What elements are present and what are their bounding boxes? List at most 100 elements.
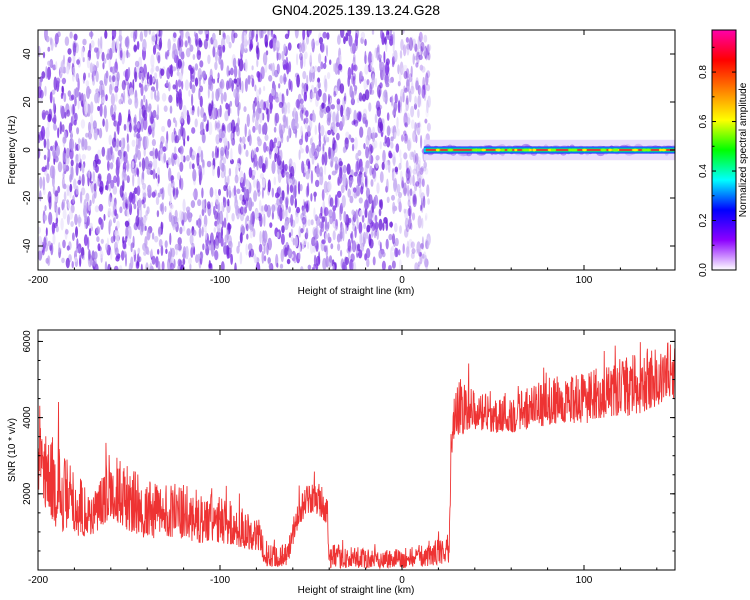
noise-mark <box>99 186 103 193</box>
tone-peak-mark <box>608 148 612 152</box>
noise-mark <box>171 217 175 228</box>
noise-mark <box>41 166 46 173</box>
noise-mark <box>154 235 159 243</box>
noise-mark <box>81 137 86 151</box>
noise-mark <box>90 30 93 40</box>
noise-mark <box>329 197 334 208</box>
noise-mark <box>377 117 383 129</box>
noise-mark <box>313 254 317 267</box>
noise-mark <box>135 215 140 227</box>
noise-mark <box>227 198 230 207</box>
noise-mark <box>189 44 194 52</box>
noise-mark <box>250 213 253 225</box>
noise-mark <box>40 125 46 140</box>
noise-mark <box>43 214 48 221</box>
noise-mark <box>232 57 237 69</box>
noise-mark <box>83 212 88 223</box>
noise-mark <box>288 125 291 139</box>
noise-mark <box>284 247 288 257</box>
noise-mark <box>337 68 340 75</box>
noise-mark <box>60 217 64 231</box>
noise-mark <box>47 255 51 267</box>
noise-mark <box>322 143 325 152</box>
spectrogram-y-tick-label: -20 <box>22 190 33 205</box>
noise-mark <box>197 42 200 57</box>
noise-mark <box>378 208 382 217</box>
noise-mark <box>45 66 48 79</box>
noise-mark <box>265 41 268 48</box>
noise-mark <box>230 119 236 134</box>
noise-mark <box>399 72 402 82</box>
noise-mark <box>203 39 208 50</box>
noise-mark <box>248 197 253 212</box>
noise-mark <box>105 154 109 161</box>
noise-mark <box>280 233 285 245</box>
noise-mark <box>69 183 73 193</box>
colorbar-tick-label: 0.2 <box>698 213 709 227</box>
noise-mark <box>126 160 129 173</box>
noise-mark <box>63 191 67 202</box>
tone-peak-mark <box>552 148 557 152</box>
noise-mark <box>226 188 229 198</box>
noise-mark <box>248 134 252 147</box>
noise-mark <box>336 98 341 105</box>
noise-mark <box>141 69 145 81</box>
noise-mark <box>43 154 47 160</box>
noise-mark <box>96 226 101 235</box>
noise-mark <box>244 58 248 73</box>
noise-mark <box>380 61 385 71</box>
noise-mark <box>391 251 395 262</box>
noise-mark <box>391 95 394 106</box>
noise-mark <box>136 185 141 196</box>
noise-mark <box>365 119 368 128</box>
noise-mark <box>115 38 119 50</box>
noise-mark <box>318 37 324 44</box>
noise-mark <box>427 198 430 205</box>
noise-mark <box>259 230 262 244</box>
noise-mark <box>93 160 96 171</box>
noise-mark <box>392 156 396 167</box>
noise-mark <box>405 224 410 233</box>
noise-mark <box>49 91 53 104</box>
noise-mark <box>397 64 400 75</box>
noise-mark <box>416 241 421 254</box>
noise-mark <box>172 84 176 90</box>
noise-mark <box>312 112 316 123</box>
noise-mark <box>44 85 47 97</box>
noise-mark <box>49 165 55 179</box>
noise-mark <box>57 185 61 194</box>
noise-mark <box>114 247 119 256</box>
colorbar-ticks: 0.0 0.2 0.4 0.6 0.8 <box>698 46 736 277</box>
noise-mark <box>192 54 196 60</box>
noise-mark <box>370 179 374 187</box>
noise-mark <box>394 93 398 104</box>
tone-peak-mark <box>508 148 513 152</box>
noise-mark <box>246 179 250 189</box>
noise-mark <box>326 32 330 40</box>
noise-mark <box>208 103 213 117</box>
noise-mark <box>118 98 123 105</box>
noise-mark <box>400 170 403 182</box>
noise-mark <box>320 124 325 137</box>
noise-mark <box>399 225 402 234</box>
noise-mark <box>62 136 67 144</box>
noise-mark <box>251 30 254 40</box>
noise-mark <box>382 149 386 164</box>
noise-mark <box>324 232 328 241</box>
noise-mark <box>55 225 59 233</box>
noise-mark <box>360 31 366 40</box>
noise-mark <box>252 113 255 123</box>
noise-mark <box>384 73 389 86</box>
noise-mark <box>85 192 90 202</box>
noise-mark <box>194 118 198 128</box>
noise-mark <box>351 209 355 216</box>
noise-mark <box>376 46 380 61</box>
noise-mark <box>104 185 108 191</box>
noise-mark <box>294 198 297 209</box>
noise-mark <box>136 122 140 129</box>
noise-mark <box>218 55 222 65</box>
noise-mark <box>123 151 126 158</box>
noise-mark <box>74 96 77 107</box>
noise-mark <box>92 120 97 131</box>
noise-mark <box>133 203 137 210</box>
